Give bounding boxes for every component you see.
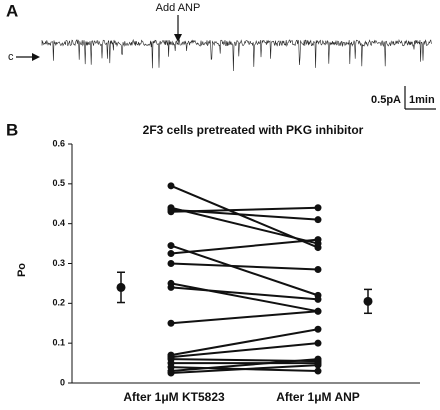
pair-line [170,206,319,213]
point [314,325,322,333]
point [167,319,175,327]
pair-line [170,244,319,297]
pair-line [170,238,319,255]
pair-line [170,310,319,325]
point [314,216,322,224]
pair-line [170,282,319,313]
point [314,307,322,315]
point [314,339,322,347]
pair-line [170,358,319,373]
pair-line [170,342,319,359]
y-tick-label: 0.5 [52,178,65,188]
trace-label: c [8,51,14,63]
point [314,355,322,363]
annotation-arrowhead [174,34,182,42]
point [167,260,175,267]
point [167,283,175,291]
current-trace [41,38,432,72]
scale-label: 0.5pA [371,94,401,106]
point [167,182,175,190]
x-tick-label: After 1μM ANP [276,390,360,404]
y-tick-label: 0.1 [52,338,65,348]
y-tick-label: 0.4 [52,218,65,228]
point [314,361,322,369]
y-tick-label: 0 [60,377,65,387]
y-tick-label: 0.2 [52,298,65,308]
point [167,242,175,250]
point [167,208,175,216]
pair-line [170,262,319,271]
scale-label: 1min [409,94,435,106]
point [167,250,175,258]
annotation: Add ANP [156,2,201,14]
y-tick-label: 0.6 [52,138,65,148]
point [314,295,322,303]
point [314,204,322,212]
mean-point [116,282,126,292]
y-axis-label: Po [16,263,28,277]
trace-path [41,38,432,72]
pair-line [170,328,319,357]
point [314,367,322,375]
point [314,236,322,244]
trace-arrowhead [32,53,40,61]
chart-title: 2F3 cells pretreated with PKG inhibitor [143,123,364,137]
pair-line [170,206,319,245]
x-tick-label: After 1μM KT5823 [123,390,225,404]
point [314,265,322,273]
pair-line [170,364,319,375]
pair-line [170,286,319,301]
panel-label: A [6,1,18,20]
mean-point [363,296,373,306]
point [167,369,175,377]
y-tick-label: 0.3 [52,258,65,268]
panel-label: B [6,120,18,139]
